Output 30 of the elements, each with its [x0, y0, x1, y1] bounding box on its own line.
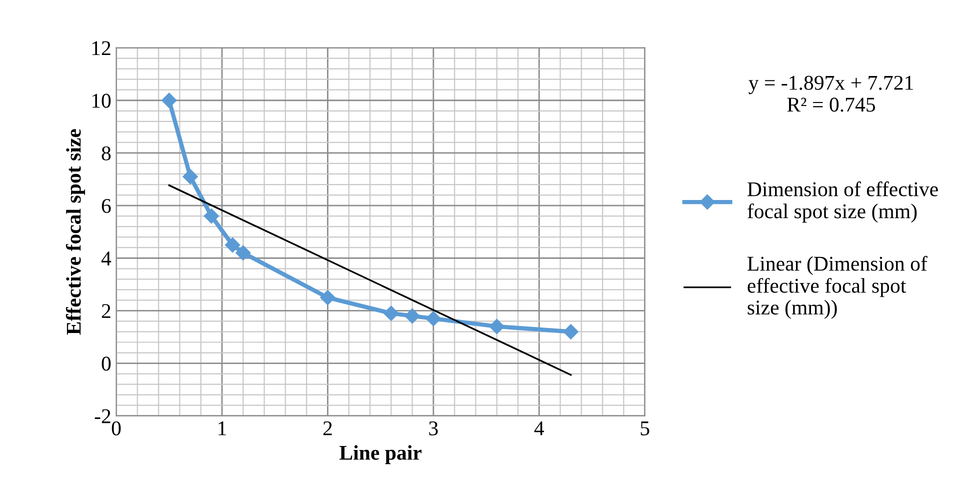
y-tick-label: 4: [101, 252, 112, 266]
point: [182, 169, 198, 184]
point: [563, 324, 578, 340]
point: [204, 208, 219, 224]
x-tick-label: 0: [112, 421, 121, 436]
point: [384, 306, 399, 321]
y-tick-label: 8: [102, 146, 111, 160]
y-tick-label: 0: [102, 356, 111, 371]
legend-label: Dimension of effective focal spot size (mm): [748, 181, 938, 223]
x-axis-title: Line pair: [340, 445, 422, 464]
y-tick-label: -2: [94, 409, 110, 424]
point: [489, 318, 504, 334]
y-tick-label: 10: [92, 94, 111, 108]
text: y = -1.897x + 7.721 R² = 0.745: [748, 76, 913, 112]
y-axis-title: Effective focal spot size: [66, 129, 86, 335]
point: [224, 237, 240, 253]
y-tick-label: 2: [102, 304, 110, 318]
x-tick-label: 2: [323, 421, 332, 436]
point: [426, 311, 441, 326]
y-tick-label: 6: [102, 198, 111, 213]
point: [404, 308, 420, 324]
x-tick-label: 4: [534, 421, 544, 436]
y-tick-label: 12: [92, 41, 110, 56]
x-tick-label: 3: [429, 421, 438, 436]
legend-label: Linear (Dimension of effective focal spot size (mm)): [748, 256, 928, 319]
point: [236, 245, 251, 260]
x-tick-label: 1: [218, 421, 226, 436]
point: [320, 290, 336, 306]
x-tick-label: 5: [640, 422, 650, 436]
point: [162, 92, 177, 108]
